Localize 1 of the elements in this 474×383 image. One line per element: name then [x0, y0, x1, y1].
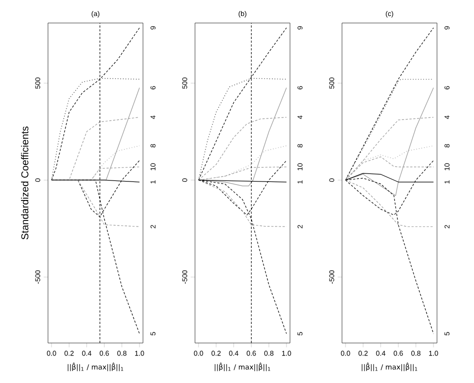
y-axis-title: Standardized Coefficients	[21, 126, 28, 240]
